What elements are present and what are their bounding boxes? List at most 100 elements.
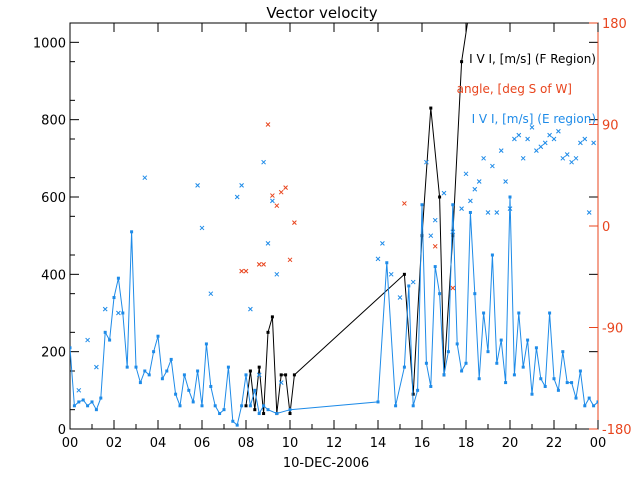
data-point-f_region — [451, 234, 455, 238]
cross-marker-e_region — [586, 210, 592, 215]
cross-stroke — [375, 256, 381, 262]
data-point-e_region — [125, 365, 129, 369]
data-point-e_region — [429, 384, 433, 388]
cross-marker-e_region — [265, 241, 271, 246]
cross-marker-angle — [402, 201, 407, 206]
cross-marker-e_region — [274, 271, 280, 277]
data-point-e_region — [108, 338, 112, 342]
cross-stroke — [538, 144, 544, 150]
data-point-f_region — [438, 195, 442, 199]
data-point-f_region — [270, 315, 274, 319]
cross-stroke — [578, 140, 583, 146]
data-point-e_region — [231, 419, 235, 423]
data-point-e_region — [420, 203, 424, 207]
data-point-e_region — [134, 365, 138, 369]
cross-stroke — [261, 159, 266, 165]
data-point-f_region — [469, 2, 472, 5]
cross-marker-angle — [256, 261, 262, 267]
cross-stroke — [586, 210, 592, 215]
cross-stroke — [94, 364, 99, 370]
cross-marker-e_region — [551, 136, 557, 142]
data-point-e_region — [376, 400, 380, 404]
cross-stroke — [424, 159, 429, 165]
cross-marker-angle — [239, 268, 244, 274]
data-point-e_region — [266, 408, 270, 412]
cross-marker-angle — [287, 257, 293, 263]
cross-marker-e_region — [520, 155, 526, 161]
data-point-e_region — [262, 404, 266, 408]
cross-stroke — [76, 387, 82, 393]
cross-marker-e_region — [468, 198, 473, 204]
data-point-e_region — [200, 404, 204, 408]
cross-stroke — [468, 198, 473, 204]
cross-marker-e_region — [516, 132, 522, 138]
cross-marker-e_region — [424, 159, 429, 165]
cross-marker-e_region — [410, 279, 416, 285]
data-point-e_region — [394, 404, 398, 408]
data-point-e_region — [94, 408, 98, 412]
cross-marker-e_region — [397, 295, 403, 300]
data-point-e_region — [473, 292, 477, 296]
data-point-e_region — [77, 400, 81, 404]
data-point-e_region — [521, 365, 525, 369]
data-point-e_region — [583, 404, 587, 408]
cross-marker-e_region — [591, 140, 596, 146]
cross-marker-angle — [278, 189, 284, 195]
data-point-e_region — [99, 396, 103, 400]
data-point-e_region — [178, 404, 182, 408]
cross-marker-angle — [270, 193, 275, 198]
series-e_region-crosses — [76, 125, 596, 393]
cross-stroke — [569, 159, 574, 165]
data-point-e_region — [86, 404, 90, 408]
data-point-e_region — [121, 311, 125, 315]
data-point-f_region — [257, 365, 261, 369]
data-point-e_region — [81, 398, 85, 402]
cross-stroke — [248, 306, 253, 312]
data-point-e_region — [504, 381, 508, 385]
cross-marker-e_region — [494, 210, 500, 215]
data-point-f_region — [266, 330, 270, 334]
cross-marker-e_region — [450, 229, 456, 235]
cross-marker-e_region — [578, 140, 583, 146]
cross-stroke — [450, 229, 456, 235]
data-point-e_region — [596, 400, 598, 404]
series-angle-crosses — [239, 122, 456, 291]
cross-marker-e_region — [463, 171, 469, 177]
data-point-e_region — [534, 346, 538, 350]
cross-marker-e_region — [94, 364, 99, 370]
cross-stroke — [239, 268, 244, 274]
cross-stroke — [459, 206, 464, 211]
data-point-f_region — [429, 106, 433, 110]
cross-stroke — [485, 210, 491, 215]
cross-marker-e_region — [476, 179, 482, 184]
cross-marker-e_region — [234, 194, 240, 200]
data-point-e_region — [477, 377, 481, 381]
x-tick-label: 18 — [458, 436, 475, 451]
cross-stroke — [472, 186, 478, 192]
data-point-e_region — [257, 412, 261, 416]
data-point-e_region — [213, 404, 217, 408]
data-point-e_region — [424, 361, 428, 365]
cross-marker-e_region — [195, 183, 200, 188]
cross-marker-e_region — [481, 155, 486, 161]
cross-marker-e_region — [472, 186, 478, 192]
cross-marker-e_region — [208, 291, 214, 297]
cross-stroke — [265, 241, 271, 246]
data-point-e_region — [160, 377, 164, 381]
cross-stroke — [498, 148, 504, 153]
y2-tick-label: -180 — [602, 423, 632, 438]
cross-stroke — [512, 136, 517, 142]
series-line-f_region — [245, 23, 468, 414]
cross-stroke — [116, 310, 121, 316]
cross-marker-e_region — [529, 125, 535, 130]
x-tick-label: 22 — [546, 436, 563, 451]
cross-marker-angle — [450, 285, 456, 291]
data-point-f_region — [248, 369, 252, 373]
cross-stroke — [283, 185, 288, 191]
cross-marker-e_region — [102, 306, 108, 312]
series-f_region-line-dots — [244, 2, 472, 416]
cross-stroke — [490, 163, 495, 169]
cross-marker-angle — [265, 122, 271, 127]
cross-stroke — [402, 201, 407, 206]
x-tick-label: 00 — [590, 436, 607, 451]
